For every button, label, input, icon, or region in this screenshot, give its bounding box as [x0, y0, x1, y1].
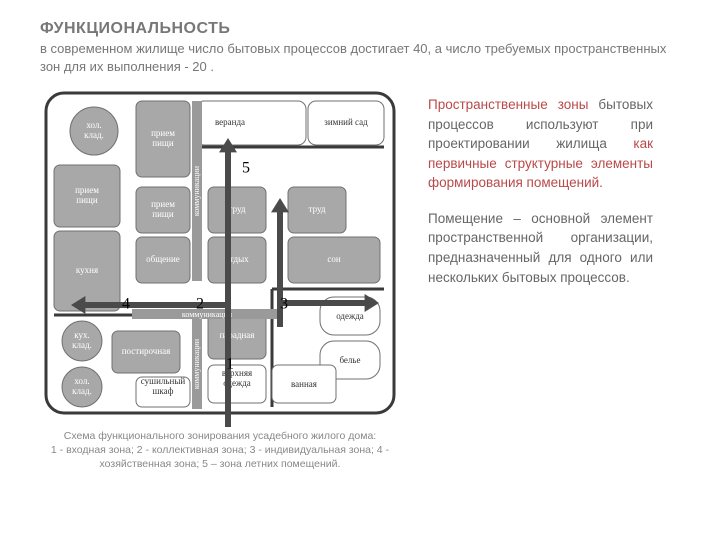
- svg-text:ванная: ванная: [291, 379, 317, 389]
- svg-text:1: 1: [226, 356, 234, 373]
- svg-text:клад.: клад.: [72, 386, 92, 396]
- svg-text:хол.: хол.: [86, 120, 101, 130]
- svg-text:4: 4: [122, 296, 130, 313]
- svg-text:коммуникации: коммуникации: [192, 338, 201, 389]
- svg-text:пищи: пищи: [152, 138, 174, 148]
- side-text: Пространственные зоны бытовых процессов …: [428, 87, 653, 472]
- svg-text:пищи: пищи: [152, 209, 174, 219]
- svg-text:прием: прием: [75, 185, 99, 195]
- svg-text:кухня: кухня: [76, 265, 98, 275]
- svg-text:кух.: кух.: [74, 330, 90, 340]
- svg-text:веранда: веранда: [215, 117, 245, 127]
- side-paragraph-1: Пространственные зоны бытовых процессов …: [428, 95, 653, 193]
- diagram-svg: хол.клад.приемпищиприемпищикухняприемпищ…: [40, 87, 400, 419]
- content-row: хол.клад.приемпищиприемпищикухняприемпищ…: [40, 87, 680, 472]
- svg-text:клад.: клад.: [72, 340, 92, 350]
- zoning-diagram: хол.клад.приемпищиприемпищикухняприемпищ…: [40, 87, 400, 419]
- svg-text:прием: прием: [151, 199, 175, 209]
- diagram-caption: Схема функционального зонирования усадеб…: [40, 429, 400, 472]
- svg-text:сушильный: сушильный: [141, 376, 186, 386]
- svg-text:зимний сад: зимний сад: [324, 117, 368, 127]
- caption-line2: 1 - входная зона; 2 - коллективная зона;…: [51, 444, 389, 470]
- page: ФУНКЦИОНАЛЬНОСТЬ в современном жилище чи…: [0, 0, 720, 540]
- svg-text:парадная: парадная: [220, 330, 255, 340]
- svg-text:коммуникации: коммуникации: [192, 165, 201, 216]
- svg-text:белье: белье: [339, 355, 360, 365]
- svg-text:5: 5: [242, 160, 250, 177]
- svg-text:пищи: пищи: [76, 195, 98, 205]
- page-title: ФУНКЦИОНАЛЬНОСТЬ: [40, 20, 680, 38]
- svg-text:2: 2: [196, 296, 204, 313]
- side-p1-highlight-a: Пространственные зоны: [428, 97, 588, 112]
- svg-text:прием: прием: [151, 128, 175, 138]
- diagram-column: хол.клад.приемпищиприемпищикухняприемпищ…: [40, 87, 400, 472]
- svg-text:3: 3: [280, 296, 288, 313]
- svg-text:труд: труд: [309, 204, 326, 214]
- side-paragraph-2: Помещение – основной элемент пространств…: [428, 209, 653, 287]
- svg-text:хол.: хол.: [74, 376, 89, 386]
- svg-text:сон: сон: [327, 254, 340, 264]
- svg-text:труд: труд: [229, 204, 246, 214]
- page-subtitle: в современном жилище число бытовых проце…: [40, 40, 680, 75]
- svg-text:одежда: одежда: [336, 311, 364, 321]
- svg-text:постирочная: постирочная: [122, 346, 171, 356]
- svg-text:клад.: клад.: [84, 130, 104, 140]
- svg-text:общение: общение: [146, 254, 180, 264]
- svg-text:шкаф: шкаф: [153, 386, 174, 396]
- caption-line1: Схема функционального зонирования усадеб…: [64, 430, 376, 442]
